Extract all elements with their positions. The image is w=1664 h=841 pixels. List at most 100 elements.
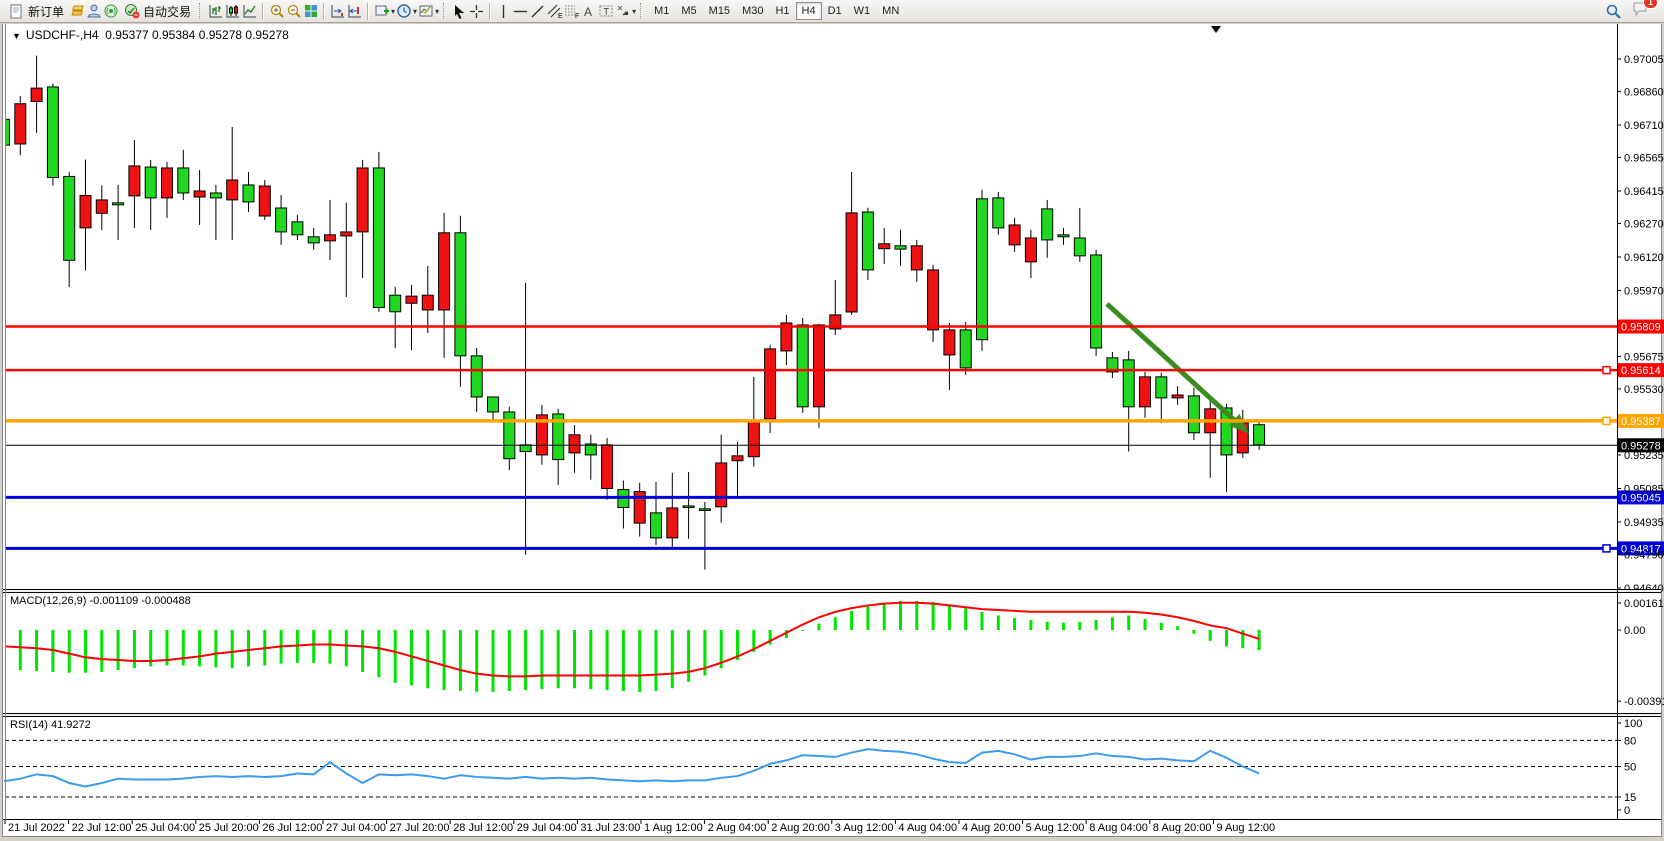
zoom-out-icon[interactable]	[285, 3, 302, 20]
arrows-tool-icon[interactable]	[614, 3, 631, 20]
svg-text:E: E	[558, 13, 563, 19]
svg-text:-0.00391: -0.00391	[1624, 696, 1664, 708]
auto-trading-button[interactable]: 自动交易	[119, 1, 195, 22]
svg-text:0.96710: 0.96710	[1624, 120, 1664, 132]
main-toolbar: 新订单 自动交易	[0, 0, 1664, 23]
cursor-tool-icon[interactable]	[451, 3, 468, 20]
toolbar-separator	[489, 2, 492, 20]
timeframe-m30[interactable]: M30	[736, 2, 769, 20]
timeframe-w1[interactable]: W1	[848, 2, 877, 20]
svg-text:27 Jul 04:00: 27 Jul 04:00	[326, 822, 386, 834]
svg-text:8 Aug 04:00: 8 Aug 04:00	[1089, 822, 1148, 834]
svg-text:22 Jul 12:00: 22 Jul 12:00	[72, 822, 132, 834]
timeframe-d1[interactable]: D1	[822, 2, 848, 20]
timeframe-m15[interactable]: M15	[703, 2, 736, 20]
vertical-line-tool-icon[interactable]	[495, 3, 512, 20]
svg-text:0.96270: 0.96270	[1624, 218, 1664, 230]
templates-icon[interactable]	[417, 3, 434, 20]
text-tool-icon[interactable]: A	[580, 3, 597, 20]
svg-text:0.94790: 0.94790	[1624, 549, 1664, 561]
auto-trading-icon	[123, 3, 140, 20]
svg-text:0.95614: 0.95614	[1621, 365, 1661, 377]
periods-caret[interactable]: ▾	[413, 6, 418, 16]
signal-icon[interactable]	[102, 3, 119, 20]
toolbar-grip	[443, 3, 447, 19]
svg-text:26 Jul 12:00: 26 Jul 12:00	[262, 822, 322, 834]
rsi-indicator-label: RSI(14) 41.9272	[10, 719, 91, 731]
auto-trading-label: 自动交易	[143, 4, 192, 19]
svg-text:8 Aug 20:00: 8 Aug 20:00	[1153, 822, 1212, 834]
svg-text:0.96860: 0.96860	[1624, 86, 1664, 98]
svg-text:15: 15	[1624, 792, 1636, 804]
svg-text:0.95085: 0.95085	[1624, 483, 1664, 495]
candlestick-mode-icon[interactable]	[224, 3, 241, 20]
new-chart-icon[interactable]	[373, 3, 390, 20]
timeframe-m1[interactable]: M1	[648, 2, 675, 20]
svg-text:0: 0	[1624, 805, 1630, 817]
svg-text:31 Jul 23:00: 31 Jul 23:00	[580, 822, 640, 834]
svg-text:0.95387: 0.95387	[1621, 416, 1661, 428]
svg-text:9 Aug 12:00: 9 Aug 12:00	[1216, 822, 1275, 834]
crosshair-tool-icon[interactable]	[468, 3, 485, 20]
notification-badge: 1	[1642, 0, 1658, 9]
svg-text:0.95045: 0.95045	[1621, 492, 1661, 504]
svg-text:25 Jul 20:00: 25 Jul 20:00	[199, 822, 259, 834]
svg-text:0.97005: 0.97005	[1624, 54, 1664, 66]
bar-chart-mode-icon[interactable]	[207, 3, 224, 20]
svg-text:27 Jul 20:00: 27 Jul 20:00	[390, 822, 450, 834]
toolbar-separator	[323, 2, 326, 20]
timeframe-h4[interactable]: H4	[795, 2, 822, 20]
templates-caret[interactable]: ▾	[435, 6, 440, 16]
text-label-tool-icon[interactable]: T	[597, 3, 614, 20]
arrows-tool-caret[interactable]: ▾	[632, 6, 637, 16]
timeframe-h1[interactable]: H1	[769, 2, 795, 20]
svg-text:80: 80	[1624, 735, 1636, 747]
toolbar-grip	[199, 3, 203, 19]
svg-text:0.95278: 0.95278	[1621, 440, 1661, 452]
notifications-button[interactable]: 1	[1632, 0, 1658, 22]
zoom-in-icon[interactable]	[268, 3, 285, 20]
timeframe-m5[interactable]: M5	[675, 2, 702, 20]
timeframe-mn[interactable]: MN	[876, 2, 905, 20]
svg-text:2 Aug 20:00: 2 Aug 20:00	[771, 822, 830, 834]
new-order-label: 新订单	[28, 4, 65, 19]
tile-windows-icon[interactable]	[302, 3, 319, 20]
svg-text:0.94935: 0.94935	[1624, 517, 1664, 529]
symbol-dropdown-icon[interactable]: ▼	[12, 31, 21, 41]
search-icon[interactable]	[1605, 3, 1622, 20]
market-watch-icon[interactable]	[68, 3, 85, 20]
svg-text:50: 50	[1624, 762, 1636, 774]
svg-text:0.94817: 0.94817	[1621, 543, 1661, 555]
svg-text:0.95530: 0.95530	[1624, 384, 1664, 396]
line-chart-mode-icon[interactable]	[241, 3, 258, 20]
new-chart-caret[interactable]: ▾	[391, 6, 396, 16]
auto-scroll-icon[interactable]	[329, 3, 346, 20]
svg-text:F: F	[575, 13, 579, 19]
svg-text:21 Jul 2022: 21 Jul 2022	[8, 822, 65, 834]
fibonacci-tool-icon[interactable]: F	[563, 3, 580, 20]
svg-text:0.95675: 0.95675	[1624, 351, 1664, 363]
svg-text:0.95970: 0.95970	[1624, 286, 1664, 298]
new-order-button[interactable]: 新订单	[4, 1, 68, 22]
periods-icon[interactable]	[395, 3, 412, 20]
svg-text:1 Aug 12:00: 1 Aug 12:00	[644, 822, 703, 834]
profile-icon[interactable]	[85, 3, 102, 20]
svg-text:5 Aug 12:00: 5 Aug 12:00	[1026, 822, 1085, 834]
toolbar-separator	[367, 2, 370, 20]
svg-text:3 Aug 12:00: 3 Aug 12:00	[835, 822, 894, 834]
svg-text:25 Jul 04:00: 25 Jul 04:00	[135, 822, 195, 834]
chart-shift-icon[interactable]	[346, 3, 363, 20]
trendline-tool-icon[interactable]	[529, 3, 546, 20]
equidistant-channel-tool-icon[interactable]: E	[546, 3, 563, 20]
svg-text:4 Aug 04:00: 4 Aug 04:00	[898, 822, 957, 834]
svg-text:100: 100	[1624, 718, 1642, 730]
horizontal-line-tool-icon[interactable]	[512, 3, 529, 20]
svg-text:0.96120: 0.96120	[1624, 252, 1664, 264]
svg-text:0.96415: 0.96415	[1624, 186, 1664, 198]
svg-text:0.00161: 0.00161	[1624, 598, 1664, 610]
svg-text:0.00: 0.00	[1624, 625, 1645, 637]
toolbar-grip	[640, 3, 644, 19]
chart-title: ▼ USDCHF-,H4 0.95377 0.95384 0.95278 0.95…	[12, 28, 289, 42]
